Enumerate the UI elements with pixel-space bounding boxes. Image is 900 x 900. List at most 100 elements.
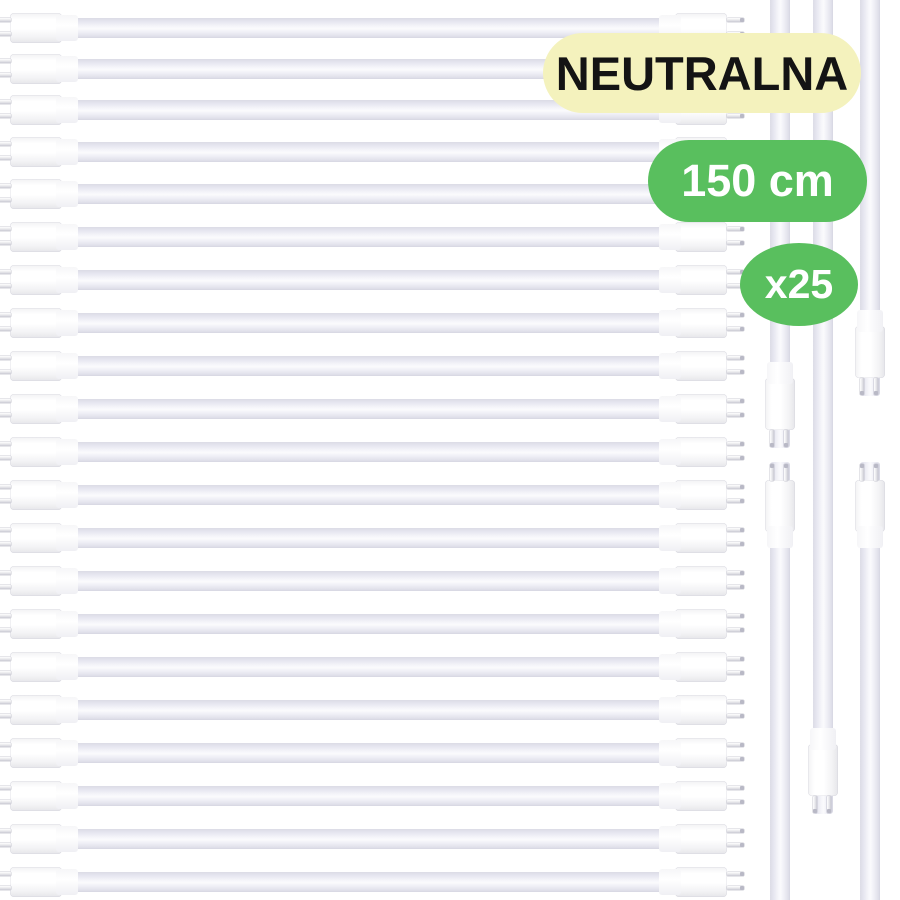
bi-pin-connector-icon bbox=[0, 570, 12, 592]
led-tube-horizontal bbox=[0, 824, 745, 854]
tube-end-cap bbox=[10, 523, 62, 553]
bi-pin-connector-icon bbox=[0, 527, 12, 549]
tube-collar bbox=[659, 353, 681, 379]
tube-end-cap bbox=[675, 523, 727, 553]
tube-collar bbox=[659, 783, 681, 809]
tube-end-cap bbox=[10, 867, 62, 897]
led-tube-horizontal bbox=[0, 179, 745, 209]
led-tube-vertical bbox=[855, 462, 885, 900]
tube-body bbox=[22, 270, 715, 290]
bi-pin-connector-icon bbox=[859, 462, 881, 482]
tube-collar bbox=[56, 611, 78, 637]
tube-collar bbox=[659, 697, 681, 723]
tube-body bbox=[22, 356, 715, 376]
bi-pin-connector-icon bbox=[812, 794, 834, 814]
tube-collar bbox=[56, 826, 78, 852]
tube-collar bbox=[767, 526, 793, 548]
tube-body bbox=[22, 485, 715, 505]
bi-pin-connector-icon bbox=[0, 99, 12, 121]
led-tube-horizontal bbox=[0, 738, 745, 768]
tube-body bbox=[22, 743, 715, 763]
bi-pin-connector-icon bbox=[0, 141, 12, 163]
led-tube-horizontal bbox=[0, 480, 745, 510]
tube-collar bbox=[56, 568, 78, 594]
tube-end-cap bbox=[675, 738, 727, 768]
bi-pin-connector-icon bbox=[725, 484, 745, 506]
tube-end-cap bbox=[808, 744, 838, 796]
bi-pin-connector-icon bbox=[0, 441, 12, 463]
tube-body bbox=[22, 142, 715, 162]
tube-collar bbox=[810, 728, 836, 750]
led-tube-horizontal bbox=[0, 652, 745, 682]
badge-color-temperature: NEUTRALNA bbox=[543, 33, 861, 113]
led-tube-horizontal bbox=[0, 351, 745, 381]
tube-body bbox=[22, 571, 715, 591]
tube-end-cap bbox=[675, 695, 727, 725]
tube-collar bbox=[56, 697, 78, 723]
tube-end-cap bbox=[675, 308, 727, 338]
tube-collar bbox=[56, 396, 78, 422]
tube-end-cap bbox=[10, 54, 62, 84]
bi-pin-connector-icon bbox=[0, 398, 12, 420]
tube-body bbox=[22, 829, 715, 849]
tube-end-cap bbox=[675, 566, 727, 596]
tube-collar bbox=[56, 783, 78, 809]
tube-end-cap bbox=[675, 222, 727, 252]
tube-end-cap bbox=[10, 437, 62, 467]
bi-pin-connector-icon bbox=[0, 828, 12, 850]
bi-pin-connector-icon bbox=[0, 183, 12, 205]
led-tube-horizontal bbox=[0, 437, 745, 467]
tube-collar bbox=[659, 568, 681, 594]
tube-collar bbox=[767, 362, 793, 384]
tube-collar bbox=[659, 654, 681, 680]
led-tube-horizontal bbox=[0, 609, 745, 639]
tube-collar bbox=[659, 525, 681, 551]
tube-collar bbox=[659, 482, 681, 508]
bi-pin-connector-icon bbox=[0, 17, 12, 39]
tube-end-cap bbox=[855, 326, 885, 378]
tube-collar bbox=[659, 740, 681, 766]
tube-end-cap bbox=[675, 480, 727, 510]
bi-pin-connector-icon bbox=[0, 871, 12, 893]
tube-collar bbox=[56, 181, 78, 207]
tube-collar bbox=[56, 15, 78, 41]
bi-pin-connector-icon bbox=[0, 269, 12, 291]
tube-body bbox=[22, 872, 715, 892]
tube-collar bbox=[659, 224, 681, 250]
tube-end-cap bbox=[855, 480, 885, 532]
tube-body bbox=[22, 657, 715, 677]
bi-pin-connector-icon bbox=[0, 656, 12, 678]
bi-pin-connector-icon bbox=[0, 312, 12, 334]
tube-body bbox=[22, 614, 715, 634]
bi-pin-connector-icon bbox=[725, 656, 745, 678]
bi-pin-connector-icon bbox=[725, 871, 745, 893]
tube-body bbox=[22, 59, 715, 79]
tube-body bbox=[770, 462, 790, 900]
tube-body bbox=[22, 184, 715, 204]
tube-end-cap bbox=[10, 137, 62, 167]
tube-collar bbox=[56, 740, 78, 766]
tube-body bbox=[22, 399, 715, 419]
led-tube-horizontal bbox=[0, 222, 745, 252]
tube-end-cap bbox=[675, 867, 727, 897]
tube-end-cap bbox=[10, 695, 62, 725]
tube-collar bbox=[56, 482, 78, 508]
bi-pin-connector-icon bbox=[769, 462, 791, 482]
tube-body bbox=[22, 786, 715, 806]
bi-pin-connector-icon bbox=[725, 613, 745, 635]
led-tube-vertical bbox=[855, 0, 885, 396]
badge-tube-length: 150 cm bbox=[648, 140, 867, 222]
bi-pin-connector-icon bbox=[0, 699, 12, 721]
bi-pin-connector-icon bbox=[0, 742, 12, 764]
tube-end-cap bbox=[10, 480, 62, 510]
tube-body bbox=[22, 442, 715, 462]
bi-pin-connector-icon bbox=[0, 58, 12, 80]
tube-end-cap bbox=[765, 378, 795, 430]
tube-collar bbox=[659, 869, 681, 895]
bi-pin-connector-icon bbox=[725, 398, 745, 420]
bi-pin-connector-icon bbox=[725, 312, 745, 334]
tube-collar bbox=[56, 310, 78, 336]
tube-end-cap bbox=[675, 652, 727, 682]
tube-end-cap bbox=[765, 480, 795, 532]
